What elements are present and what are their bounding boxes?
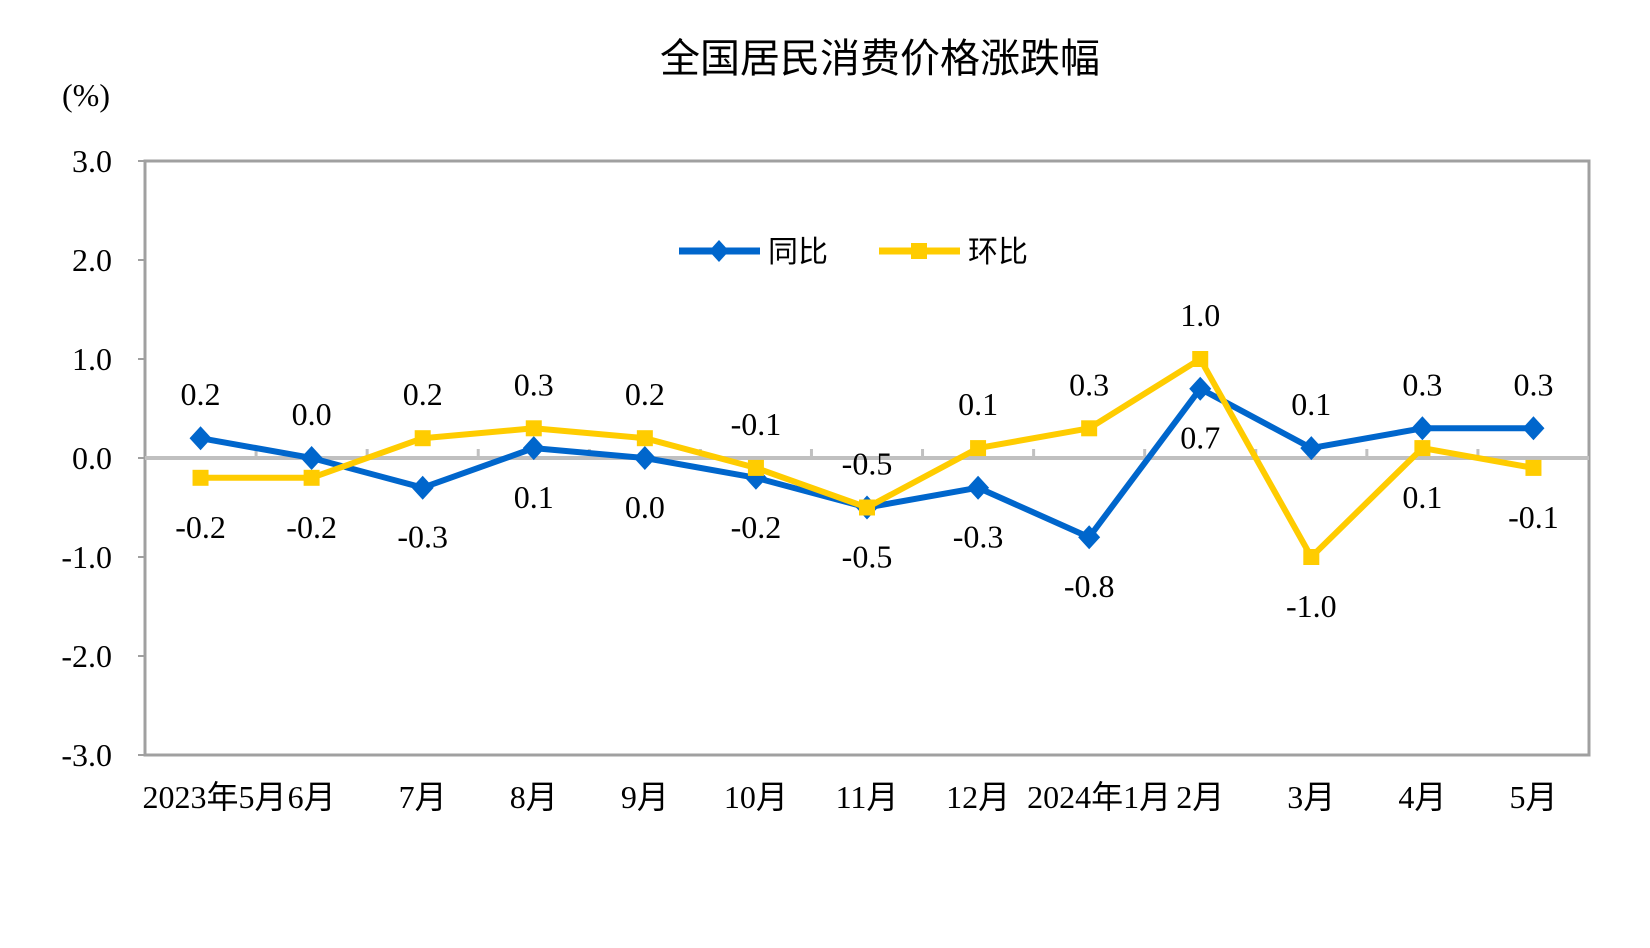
x-tick-label: 8月 [510,779,558,815]
y-tick-label: -2.0 [61,638,112,674]
legend-label-yoy: 同比 [768,235,828,270]
mom-data-label: -0.2 [175,509,226,545]
mom-data-label: 0.1 [1402,479,1442,515]
yoy-data-label: 0.0 [292,396,332,432]
mom-point [859,499,875,516]
yoy-data-label: -0.3 [953,519,1004,555]
x-tick-label: 2023年5月 [143,779,287,815]
y-tick-label: 3.0 [72,143,112,179]
mom-point [1414,440,1431,457]
yoy-point [633,446,656,470]
x-tick-label: 10月 [724,779,788,815]
yoy-data-label: 0.3 [1402,366,1442,402]
mom-point [970,440,987,457]
yoy-data-label: -0.8 [1064,568,1115,604]
yoy-point [189,426,212,451]
x-tick-label: 3月 [1287,779,1335,815]
yoy-data-label: 0.1 [514,479,554,515]
yoy-data-label: -0.2 [731,509,782,545]
yoy-data-label: 0.2 [181,376,221,412]
yoy-point [300,446,323,470]
chart-title: 全国居民消费价格涨跌幅 [660,36,1100,82]
mom-point [192,469,209,486]
yoy-point [967,475,990,500]
legend-label-mom: 环比 [968,235,1028,270]
mom-point [414,430,431,447]
y-tick-label: -1.0 [61,539,112,575]
x-axis: 2023年5月 6月 7月 8月 9月 10月 11月 12月 2024年1月 2月 3月 4月 5月 [143,449,1589,815]
x-tick-label: 12月 [946,779,1010,815]
yoy-point [411,475,434,500]
yoy-data-label: -0.3 [397,519,448,555]
mom-data-label: 0.2 [403,376,443,412]
y-tick-label: 2.0 [72,242,112,278]
mom-point [1525,459,1542,476]
mom-point [1303,549,1320,565]
legend-square-icon [911,243,927,259]
yoy-point [1189,376,1212,401]
yoy-data-label: 0.0 [625,489,665,525]
y-tick-label: -3.0 [61,737,112,773]
yoy-data-label: -0.5 [842,539,893,575]
x-tick-label: 7月 [399,779,447,815]
mom-data-label: -0.2 [286,509,337,545]
mom-data-label: -0.1 [1508,499,1559,535]
legend: 同比 环比 [679,235,1028,270]
yoy-data-label: 0.3 [1513,366,1553,402]
yoy-point [1411,416,1434,441]
y-axis: 3.0 2.0 1.0 0.0 -1.0 -2.0 -3.0 [61,143,145,773]
x-tick-label: 6月 [288,779,336,815]
mom-data-label: 1.0 [1180,297,1220,333]
x-tick-label: 9月 [621,779,669,815]
mom-data-label: 0.1 [958,386,998,422]
mom-point [1192,351,1209,367]
mom-point [303,469,320,486]
yoy-point [522,436,545,461]
x-tick-label: 2月 [1176,779,1224,815]
mom-point [636,430,653,447]
y-tick-label: 1.0 [72,341,112,377]
mom-point [1081,420,1098,437]
legend-diamond-icon [709,240,729,262]
x-tick-label: 11月 [836,779,899,815]
y-axis-unit: (%) [62,77,110,113]
y-tick-label: 0.0 [72,440,112,476]
x-tick-label: 5月 [1509,779,1557,815]
mom-point [525,420,542,437]
mom-data-label: 0.3 [1069,366,1109,402]
yoy-data-label: 0.1 [1291,386,1331,422]
series-group [189,351,1545,565]
mom-data-label: -0.5 [842,446,893,482]
yoy-point [1522,416,1545,441]
yoy-data-label: 0.7 [1180,420,1220,456]
x-tick-label: 2024年1月 [1027,779,1171,815]
mom-data-label: -1.0 [1286,588,1337,624]
x-tick-label: 4月 [1398,779,1446,815]
mom-point [747,459,764,476]
mom-data-label: 0.3 [514,366,554,402]
mom-data-label: 0.2 [625,376,665,412]
mom-data-label: -0.1 [731,406,782,442]
data-labels: 0.2 -0.2 0.0 -0.2 -0.3 0.2 0.1 0.3 0.0 0.2 -0.2 -0.… [175,297,1559,624]
yoy-point [1078,525,1101,550]
yoy-point [1300,436,1323,461]
